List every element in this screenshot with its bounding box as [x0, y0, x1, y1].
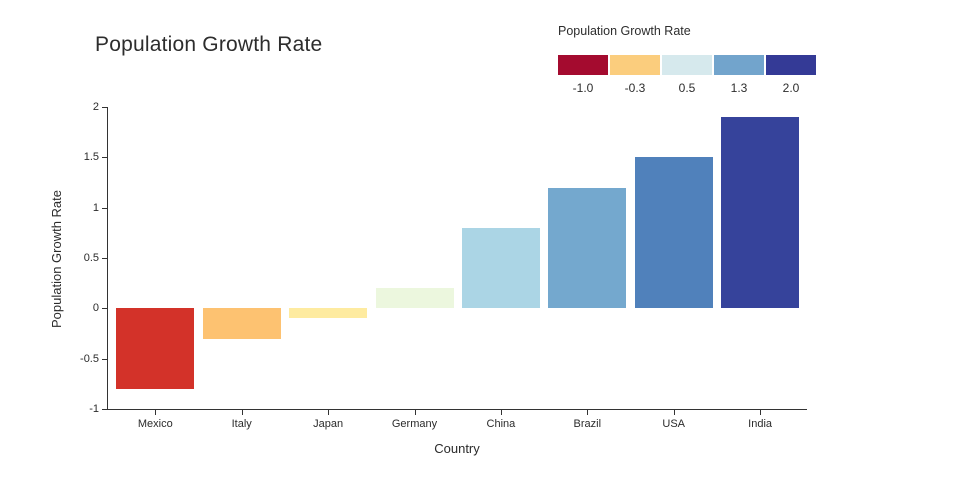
y-tick-label: 1 [92, 201, 99, 214]
y-axis-line [107, 107, 108, 410]
y-tick-label: 2 [92, 101, 99, 113]
y-axis-tick [102, 207, 107, 209]
chart-title: Population Growth Rate [95, 33, 323, 56]
x-axis-tick [760, 410, 762, 415]
x-axis-tick [328, 410, 330, 415]
x-tick-label-brazil: Brazil [573, 418, 602, 430]
legend-label: -1.0 [572, 81, 594, 95]
x-axis-line [107, 409, 807, 410]
x-axis-tick [155, 410, 157, 415]
legend-label: 0.5 [678, 81, 696, 95]
y-axis-tick [102, 308, 107, 310]
bar-brazil[interactable] [548, 187, 627, 309]
y-axis-tick [102, 358, 107, 360]
x-tick-label-japan: Japan [313, 418, 344, 430]
y-axis-tick [102, 107, 107, 108]
legend-swatch-2.0 [766, 55, 816, 75]
x-axis-tick [414, 410, 416, 415]
x-tick-label-china: China [486, 418, 516, 430]
x-tick-label-india: India [748, 418, 773, 430]
y-tick-label: 0 [92, 302, 99, 315]
y-tick-label: -1 [89, 403, 99, 415]
y-tick-label: 1.5 [83, 151, 99, 164]
bar-china[interactable] [461, 227, 540, 309]
bar-mexico[interactable] [116, 308, 195, 389]
bar-germany[interactable] [375, 288, 454, 309]
x-axis-tick [500, 410, 502, 415]
bar-italy[interactable] [202, 308, 281, 339]
x-tick-label-italy: Italy [231, 418, 252, 430]
y-tick-label: 0.5 [83, 252, 99, 264]
y-axis-tick [102, 409, 107, 410]
bar-usa[interactable] [634, 157, 713, 309]
legend-swatch--1.0 [558, 55, 608, 75]
legend-label: 1.3 [730, 81, 748, 95]
y-axis-tick [102, 258, 107, 259]
x-axis-tick [241, 410, 243, 415]
bar-japan[interactable] [289, 308, 368, 319]
legend-swatch-1.3 [714, 55, 764, 75]
legend-label: 2.0 [782, 81, 800, 95]
bar-india[interactable] [721, 117, 800, 309]
legend-swatch--0.3 [610, 55, 660, 75]
legend-label: -0.3 [624, 81, 646, 95]
y-tick-label: -0.5 [80, 352, 99, 365]
y-axis-tick [102, 157, 107, 159]
x-axis-tick [673, 410, 675, 415]
x-tick-label-germany: Germany [391, 418, 438, 430]
x-axis-title: Country [434, 441, 480, 456]
legend-swatch-0.5 [662, 55, 712, 75]
x-axis-tick [587, 410, 589, 415]
legend-title: Population Growth Rate [558, 24, 691, 38]
x-tick-label-mexico: Mexico [137, 418, 173, 430]
x-tick-label-usa: USA [662, 418, 685, 430]
